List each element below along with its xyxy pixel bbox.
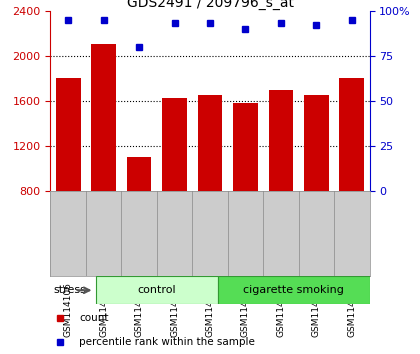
Bar [96, 276, 218, 304]
Text: control: control [137, 285, 176, 295]
Bar [197, 95, 223, 191]
Bar [218, 276, 370, 304]
Bar [127, 157, 152, 191]
Text: stress: stress [53, 285, 87, 295]
Text: count: count [79, 313, 109, 323]
Bar [56, 78, 81, 191]
Bar [91, 45, 116, 191]
Title: GDS2491 / 209796_s_at: GDS2491 / 209796_s_at [126, 0, 294, 10]
Bar [339, 78, 364, 191]
Bar [268, 90, 293, 191]
Bar [304, 95, 329, 191]
Text: percentile rank within the sample: percentile rank within the sample [79, 337, 255, 347]
Bar [233, 103, 258, 191]
Bar [162, 97, 187, 191]
Text: cigarette smoking: cigarette smoking [243, 285, 344, 295]
